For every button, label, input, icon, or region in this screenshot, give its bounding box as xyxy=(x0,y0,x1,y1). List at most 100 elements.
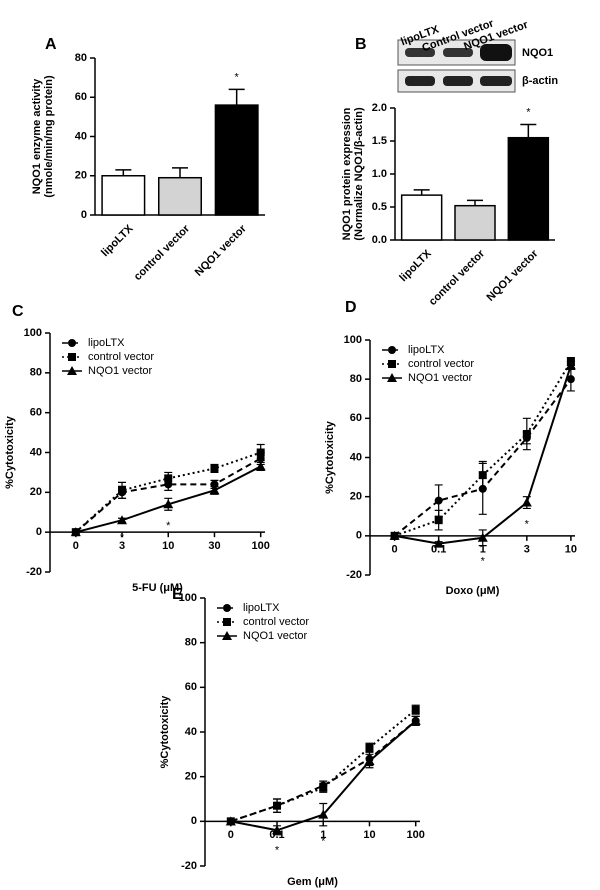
x-tick-label: 10 xyxy=(363,829,375,841)
marker xyxy=(410,715,421,725)
annotation: * xyxy=(481,556,486,568)
marker xyxy=(272,825,283,835)
blot-band xyxy=(443,48,473,57)
series-line xyxy=(394,361,572,537)
legend-label: control vector xyxy=(88,351,154,363)
error-bar xyxy=(413,189,430,196)
marker xyxy=(225,816,236,826)
band-label: NQO1 xyxy=(522,47,553,59)
bar xyxy=(454,204,496,241)
panel-label: C xyxy=(12,303,24,320)
x-tick-label: 1 xyxy=(320,829,326,841)
series-line xyxy=(394,365,572,545)
annotation: * xyxy=(166,520,171,532)
y-tick-label: 20 xyxy=(30,486,42,498)
bar xyxy=(101,175,146,216)
x-tick-label: 0 xyxy=(73,540,79,552)
legend-label: lipoLTX xyxy=(243,602,280,614)
annotation: * xyxy=(235,71,240,83)
y-tick-label: 100 xyxy=(179,592,197,604)
marker xyxy=(364,756,375,766)
legend-marker xyxy=(388,346,396,354)
x-tick-label: NQO1 vector xyxy=(193,222,250,279)
x-tick-label: 100 xyxy=(252,540,270,552)
y-axis-title: %Cytotoxicity xyxy=(324,420,336,494)
x-axis-title: Doxo (μM) xyxy=(446,585,500,597)
annotation: * xyxy=(275,845,280,857)
legend-marker xyxy=(387,373,397,382)
marker xyxy=(565,360,576,370)
y-axis-title: %Cytotoxicity xyxy=(159,695,171,769)
marker xyxy=(70,527,81,537)
legend-label: control vector xyxy=(408,358,474,370)
x-tick-label: 3 xyxy=(119,540,125,552)
y-tick-label: 100 xyxy=(24,327,42,339)
error-bar xyxy=(228,88,245,106)
y-tick-label: 80 xyxy=(185,637,197,649)
marker xyxy=(256,448,265,457)
annotation: * xyxy=(321,836,326,848)
y-tick-label: 1.5 xyxy=(372,135,387,147)
x-tick-label: 3 xyxy=(524,544,530,556)
error-bar xyxy=(172,167,188,178)
y-tick-label: 20 xyxy=(350,491,362,503)
x-tick-label: 0 xyxy=(392,544,398,556)
y-axis-title: (Normalize NQO1/β-actin) xyxy=(353,107,365,241)
y-tick-label: 60 xyxy=(30,407,42,419)
marker xyxy=(255,461,266,471)
legend-marker xyxy=(223,618,231,626)
legend-label: NQO1 vector xyxy=(243,630,308,642)
panel-label: D xyxy=(345,299,357,316)
y-tick-label: 20 xyxy=(185,771,197,783)
legend-label: control vector xyxy=(243,616,309,628)
y-tick-label: 20 xyxy=(75,170,87,182)
y-tick-label: 0 xyxy=(81,209,87,221)
x-tick-label: lipoLTX xyxy=(99,222,136,259)
legend-marker xyxy=(68,353,76,361)
marker xyxy=(319,783,328,792)
marker xyxy=(318,809,329,819)
marker xyxy=(566,375,575,384)
panel-label: E xyxy=(172,586,183,603)
y-tick-label: 60 xyxy=(75,91,87,103)
x-tick-label: lipoLTX xyxy=(397,247,434,284)
legend-marker xyxy=(68,339,76,347)
y-tick-label: 2.0 xyxy=(372,102,387,114)
marker xyxy=(389,530,400,540)
x-tick-label: 1 xyxy=(480,544,486,556)
y-tick-label: 40 xyxy=(75,130,87,142)
marker xyxy=(273,801,282,810)
bar xyxy=(214,104,259,216)
bar xyxy=(507,136,550,241)
y-tick-label: 0.0 xyxy=(372,234,387,246)
x-tick-label: 10 xyxy=(162,540,174,552)
y-axis-title: (nmole/min/mg protein) xyxy=(43,75,55,198)
marker xyxy=(521,497,532,507)
marker xyxy=(164,474,173,483)
marker xyxy=(117,515,128,525)
y-axis-title: NQO1 protein expression xyxy=(341,107,353,240)
y-axis-title: %Cytotoxicity xyxy=(4,415,16,489)
blot-band xyxy=(480,44,512,61)
legend-marker xyxy=(388,360,396,368)
y-tick-label: 0 xyxy=(356,530,362,542)
x-tick-label: control vector xyxy=(132,222,193,283)
marker xyxy=(434,516,443,525)
annotation: * xyxy=(525,518,530,530)
blot-band xyxy=(405,76,435,86)
x-tick-label: 10 xyxy=(565,544,577,556)
marker xyxy=(477,532,488,542)
bar xyxy=(158,176,202,216)
marker xyxy=(522,430,531,438)
error-bar xyxy=(520,123,537,138)
y-tick-label: 100 xyxy=(344,334,362,346)
marker xyxy=(433,538,444,548)
marker xyxy=(209,485,220,495)
x-axis-title: Gem (μM) xyxy=(287,876,338,888)
x-tick-label: 0 xyxy=(228,829,234,841)
x-tick-label: control vector xyxy=(427,247,488,308)
marker xyxy=(478,471,487,480)
y-axis-title: NQO1 enzyme activity xyxy=(31,78,43,194)
